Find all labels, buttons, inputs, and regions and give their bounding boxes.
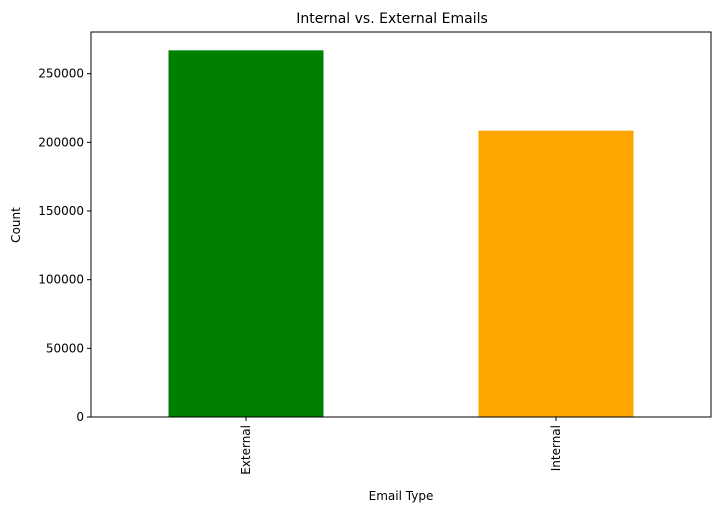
bar-internal bbox=[478, 130, 634, 417]
y-tick-label: 0 bbox=[76, 410, 84, 424]
y-axis-label: Count bbox=[9, 207, 23, 243]
x-tick-label: External bbox=[239, 425, 253, 475]
plot-frame bbox=[90, 31, 712, 418]
y-tick-label: 250000 bbox=[38, 67, 84, 81]
x-tick-label: Internal bbox=[549, 425, 563, 471]
y-tick-label: 50000 bbox=[46, 341, 84, 355]
x-axis-label: Email Type bbox=[369, 489, 434, 503]
bar-external bbox=[168, 50, 324, 417]
y-tick-label: 100000 bbox=[38, 273, 84, 287]
bars-group bbox=[168, 50, 634, 417]
y-tick-label: 200000 bbox=[38, 135, 84, 149]
chart-title: Internal vs. External Emails bbox=[296, 11, 488, 27]
x-axis: External Internal bbox=[239, 417, 563, 475]
y-tick-label: 150000 bbox=[38, 204, 84, 218]
y-axis: 0 50000 100000 150000 200000 250000 bbox=[38, 67, 91, 424]
